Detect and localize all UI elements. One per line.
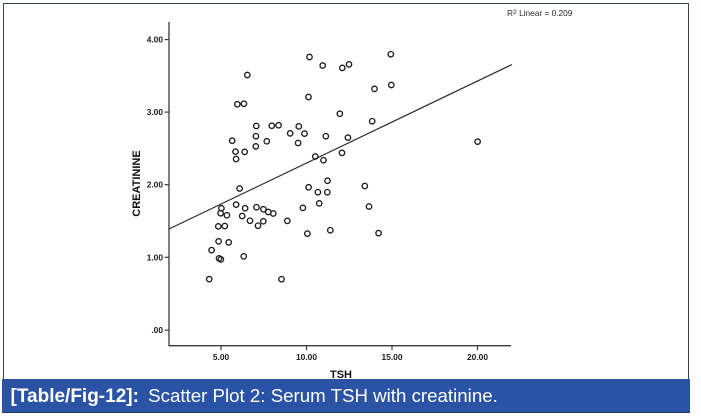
svg-text:.00: .00	[151, 325, 163, 335]
svg-text:TSH: TSH	[330, 369, 352, 381]
svg-text:1.00: 1.00	[147, 252, 164, 262]
svg-text:10.00: 10.00	[296, 352, 317, 362]
svg-text:20.00: 20.00	[467, 352, 488, 362]
svg-text:5.00: 5.00	[213, 352, 230, 362]
svg-text:CREATININE: CREATININE	[131, 150, 143, 216]
svg-text:2.00: 2.00	[147, 180, 164, 190]
svg-text:4.00: 4.00	[147, 35, 164, 45]
svg-text:3.00: 3.00	[147, 107, 164, 117]
svg-text:R2 Linear = 0.209: R2 Linear = 0.209	[507, 8, 573, 18]
svg-text:15.00: 15.00	[382, 352, 403, 362]
